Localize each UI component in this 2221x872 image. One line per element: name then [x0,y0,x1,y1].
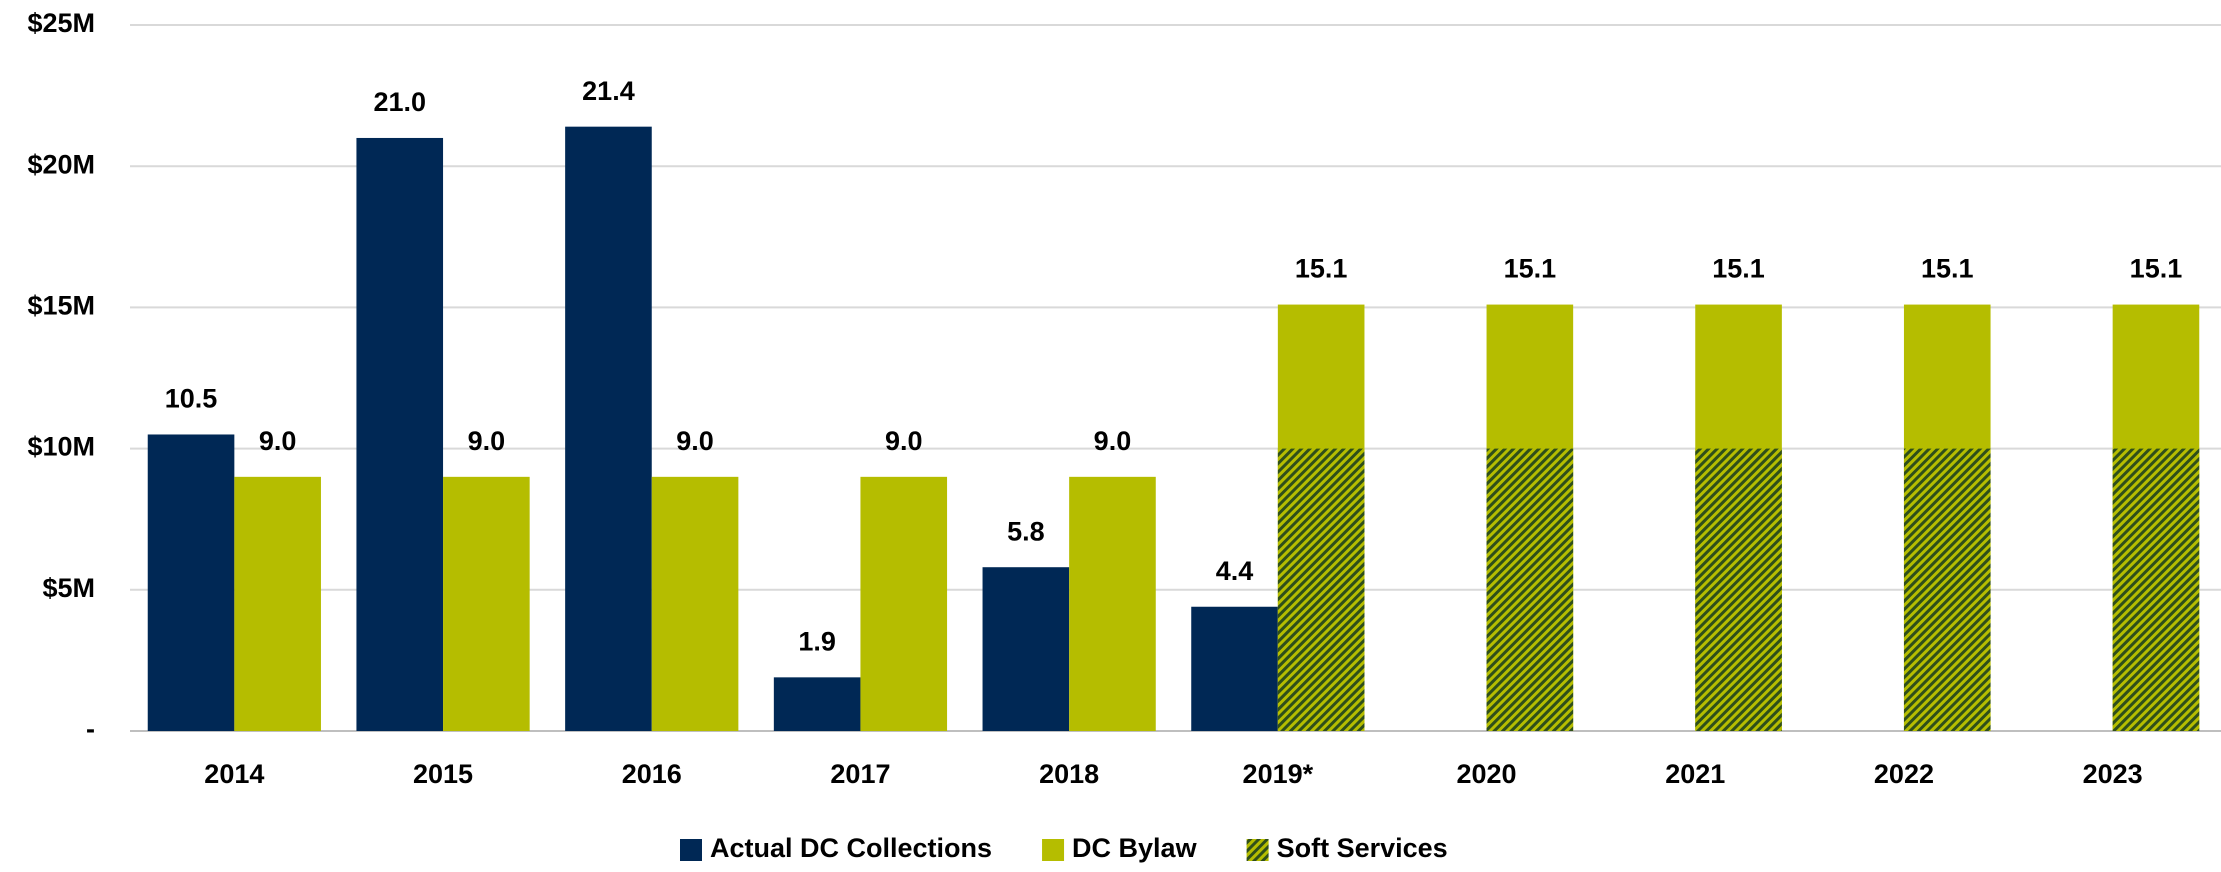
bar [234,476,321,731]
legend-swatch [1042,839,1065,861]
bar [147,434,235,731]
value-label: 15.1 [1504,254,1557,284]
bar [356,137,444,731]
value-label: 9.0 [468,426,506,456]
legend-label: Actual DC Collections [710,833,992,863]
bar [651,476,739,731]
legend-label: Soft Services [1277,833,1448,863]
bar [1191,606,1278,731]
value-label: 5.8 [1007,516,1045,546]
value-label: 21.0 [373,87,426,117]
x-tick-label: 2019* [1243,759,1314,789]
value-label: 1.9 [798,626,836,656]
x-tick-label: 2016 [622,759,682,789]
value-label: 9.0 [259,426,297,456]
y-tick-label: $15M [27,291,95,321]
legend-swatch [1246,839,1269,861]
y-tick-label: - [86,714,95,744]
value-label: 10.5 [165,384,218,414]
hatched-bar [1486,448,1574,731]
bar [773,677,861,731]
hatched-bar [1695,448,1782,731]
y-tick-label: $10M [27,432,95,462]
bar [860,476,948,731]
bar [1069,476,1156,731]
hatched-bar [1277,448,1365,731]
value-label: 15.1 [1712,254,1765,284]
x-tick-label: 2017 [830,759,890,789]
hatched-bar [1903,448,1991,731]
x-tick-label: 2021 [1665,759,1725,789]
value-label: 15.1 [1295,254,1348,284]
x-tick-label: 2018 [1039,759,1099,789]
value-label: 4.4 [1216,556,1254,586]
y-tick-label: $25M [27,8,95,38]
legend-label: DC Bylaw [1072,833,1198,863]
value-label: 9.0 [1094,426,1132,456]
value-label: 9.0 [885,426,923,456]
value-label: 15.1 [1921,254,1974,284]
hatched-bar [2112,448,2200,731]
x-tick-label: 2015 [413,759,473,789]
bar [565,126,652,731]
x-tick-label: 2023 [2083,759,2143,789]
bar [443,476,530,731]
x-tick-label: 2014 [204,759,264,789]
value-label: 15.1 [2130,254,2183,284]
bar [982,567,1070,731]
y-tick-label: $5M [42,573,95,603]
y-tick-label: $20M [27,149,95,179]
value-label: 9.0 [676,426,714,456]
legend-swatch [680,839,702,861]
value-label: 21.4 [582,76,635,106]
x-tick-label: 2022 [1874,759,1934,789]
x-tick-label: 2020 [1457,759,1517,789]
